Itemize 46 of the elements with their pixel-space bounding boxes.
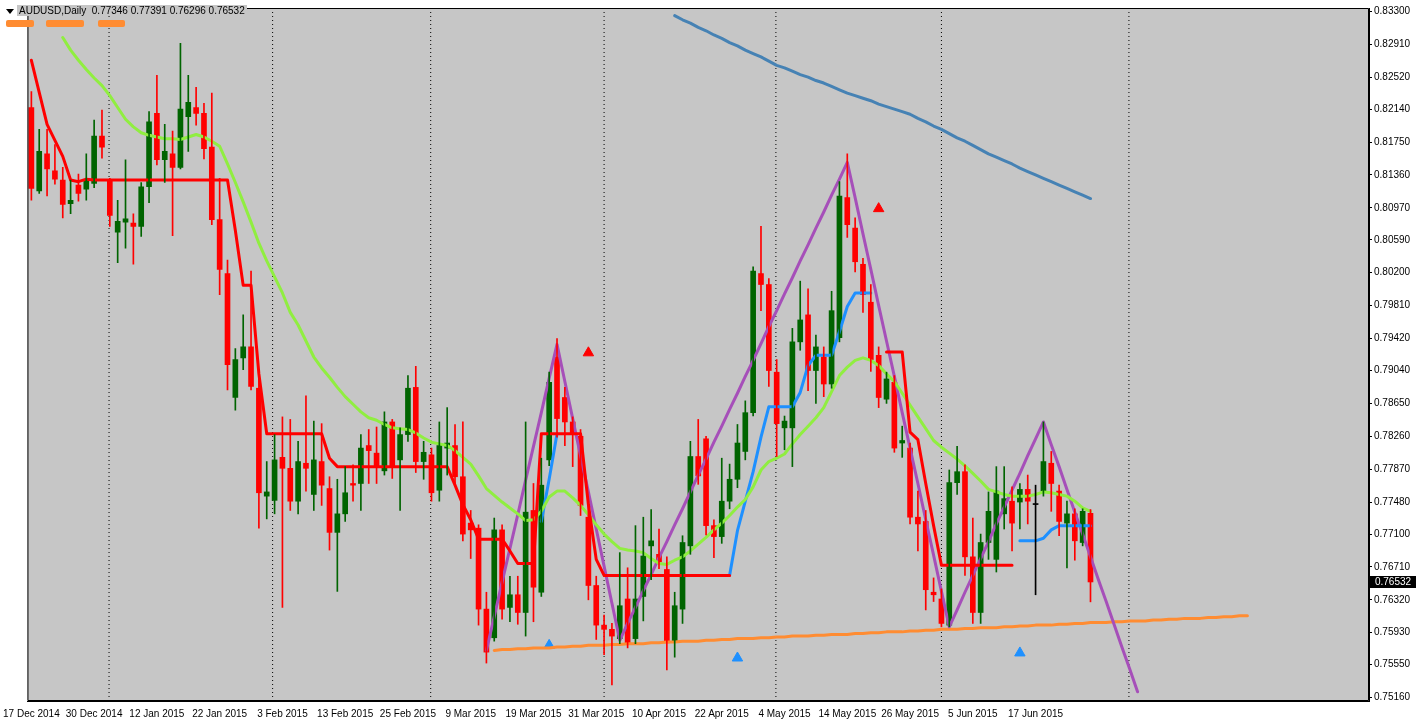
- y-tick-label: 0.83300: [1374, 5, 1411, 17]
- x-tick-label: 13 Feb 2015: [317, 707, 374, 719]
- y-tick-label: 0.79810: [1374, 299, 1411, 311]
- y-tick-label: 0.80970: [1374, 201, 1411, 213]
- y-tick-label: 0.79040: [1374, 364, 1411, 376]
- point: [731, 651, 744, 662]
- candlestick: [350, 464, 356, 502]
- y-tick-label: 0.80590: [1374, 233, 1411, 245]
- text: 0.76532: [1374, 575, 1412, 587]
- x-tick-label: 22 Apr 2015: [694, 707, 750, 719]
- y-tick-label: 0.82910: [1374, 38, 1411, 49]
- chart-title: AUDUSD,Daily 0.77346 0.77391 0.76296 0.76532: [17, 5, 247, 16]
- y-tick-label: 0.78260: [1374, 430, 1411, 442]
- x-tick-label: 17 Dec 2014: [3, 707, 61, 719]
- y-tick-label: 0.77870: [1374, 462, 1411, 474]
- x-tick-label: 17 Jun 2015: [1008, 707, 1064, 719]
- y-tick-label: 0.82140: [1374, 102, 1411, 114]
- x-tick-label: 19 Mar 2015: [505, 707, 562, 719]
- y-tick-label: 0.81360: [1374, 168, 1411, 180]
- y-tick-label: 0.75160: [1374, 691, 1411, 703]
- point: [582, 346, 595, 357]
- x-tick-label: 14 May 2015: [818, 707, 877, 719]
- y-tick-label: 0.82520: [1374, 70, 1411, 82]
- y-tick-label: 0.76710: [1374, 560, 1411, 572]
- y-tick-label: 0.79420: [1374, 332, 1411, 344]
- x-tick-label: 9 Mar 2015: [445, 707, 497, 719]
- x-tick-label: 4 May 2015: [758, 707, 812, 719]
- y-tick-label: 0.76320: [1374, 593, 1411, 605]
- x-tick-label: 3 Feb 2015: [257, 707, 309, 719]
- point: [872, 202, 885, 213]
- x-tick-label: 5 Jun 2015: [948, 707, 998, 719]
- x-tick-label: 30 Dec 2014: [65, 707, 123, 719]
- y-tick-label: 0.80200: [1374, 266, 1411, 278]
- y-tick-label: 0.78650: [1374, 397, 1411, 409]
- x-tick-label: 10 Apr 2015: [632, 707, 687, 719]
- x-tick-label: 26 May 2015: [881, 707, 940, 719]
- y-tick-label: 0.75930: [1374, 626, 1411, 638]
- x-tick-label: 31 Mar 2015: [568, 707, 625, 719]
- point: [1014, 646, 1026, 657]
- y-tick-label: 0.77100: [1374, 527, 1411, 539]
- x-tick-label: 25 Feb 2015: [379, 707, 437, 719]
- x-tick-label: 12 Jan 2015: [129, 707, 185, 719]
- y-tick-label: 0.81750: [1374, 135, 1411, 147]
- y-tick-label: 0.77480: [1374, 495, 1411, 507]
- y-tick-label: 0.75550: [1374, 658, 1411, 670]
- x-tick-label: 22 Jan 2015: [192, 707, 248, 719]
